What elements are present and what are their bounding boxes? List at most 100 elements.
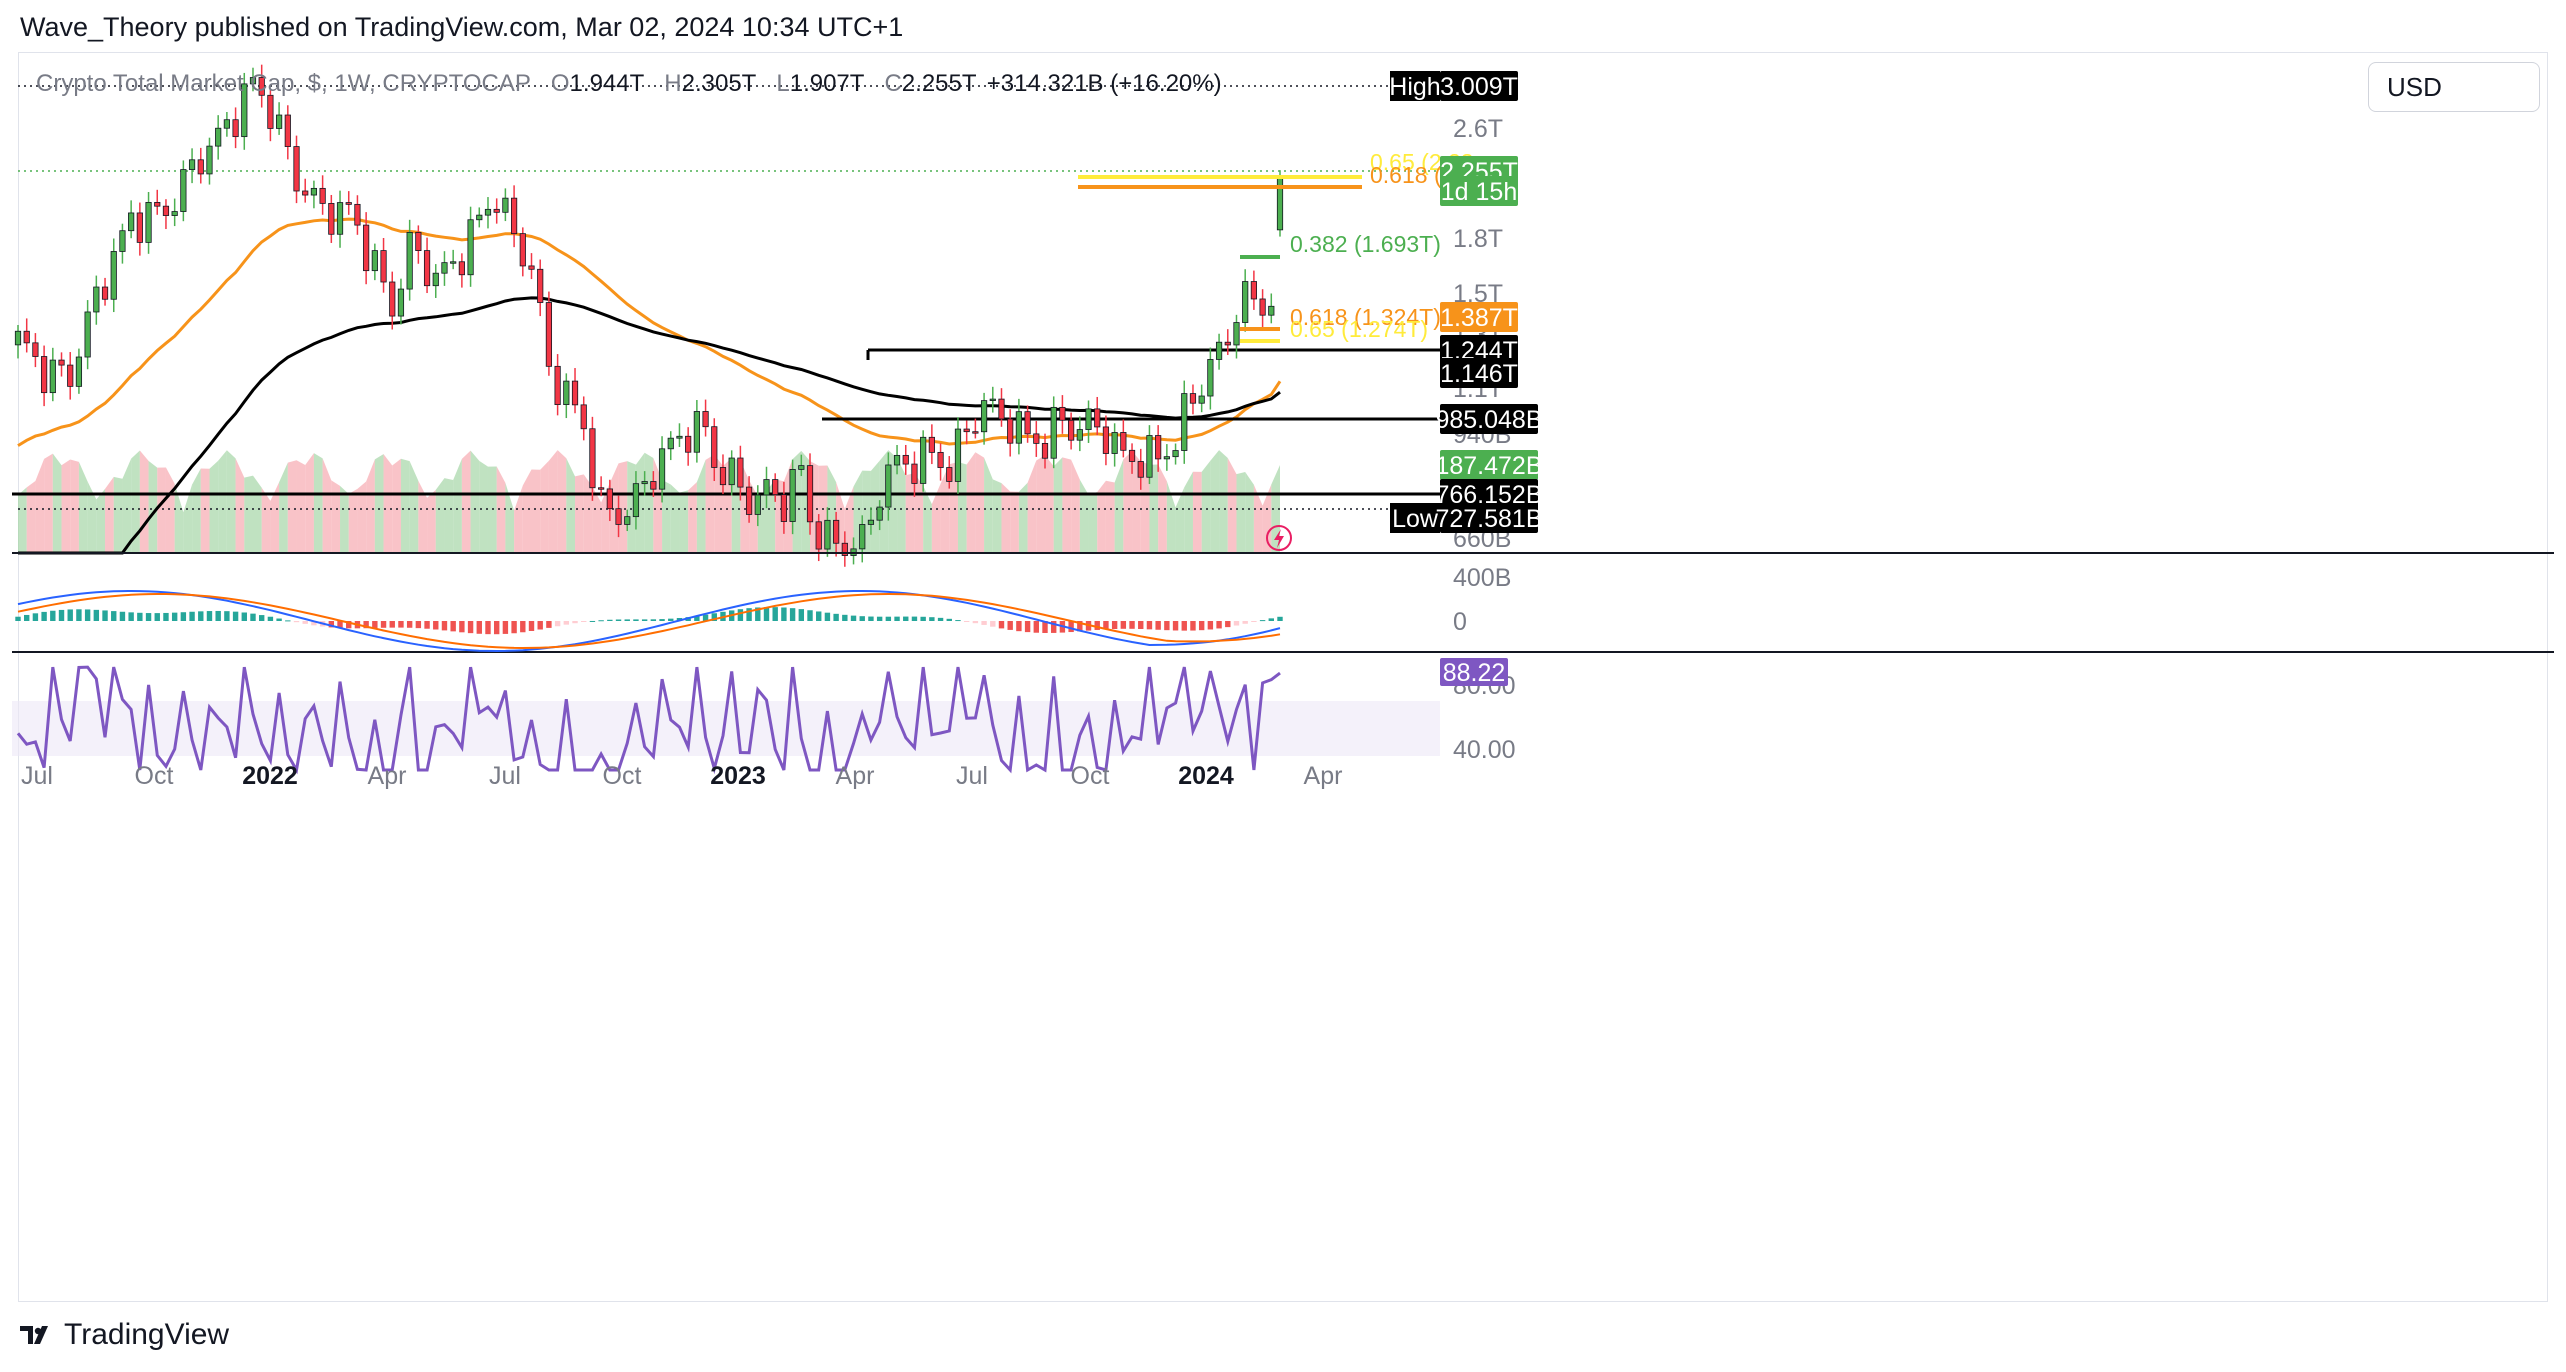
candle-body [93,286,100,313]
volume-segment [1105,480,1115,553]
time-tick-label: Apr [836,762,875,790]
candle-body [1007,418,1014,444]
candle-body [1189,393,1197,404]
rsi-pane [12,665,1440,775]
candle-body [110,251,117,300]
macd-histogram-bar [546,621,552,628]
open-value: 1.944T [569,70,645,97]
macd-histogram-bar [215,610,221,621]
volume-segment [35,458,45,553]
macd-histogram-bar [93,609,100,621]
candle-body [389,281,396,317]
volume-segment [548,450,558,553]
macd-histogram-bar [981,621,987,625]
volume-segment [44,453,53,553]
macd-histogram-bar [929,617,935,621]
high-label: H [664,70,682,97]
macd-histogram-bar [1068,621,1074,633]
lightning-icon[interactable] [1266,525,1292,551]
time-tick-label: Jul [489,762,521,790]
macd-histogram-bar [633,619,639,621]
volume-segment [122,458,132,553]
macd-histogram-bar [198,611,204,621]
candle-body [1137,461,1144,478]
symbol-name: Crypto Total Market Cap, $, 1W, CRYPTOCA… [36,70,531,97]
macd-histogram-bar [1051,621,1057,633]
brand-footer[interactable]: TradingView [20,1318,229,1352]
candle-body [1033,433,1040,444]
candle-body [284,114,291,147]
macd-histogram-bar [607,619,613,621]
volume-segment [148,460,158,553]
candle-body [1050,406,1057,459]
candle-body [859,524,866,550]
candle-body [554,365,561,406]
macd-histogram-bar [998,621,1005,629]
macd-histogram-bar [563,621,570,625]
candle-body [1120,432,1127,451]
macd-histogram-bar [250,613,256,621]
lightning-bolt-glyph [1274,529,1284,548]
macd-histogram-bar [485,621,491,635]
candle-body [641,481,648,485]
volume-segment [914,473,924,553]
candle-body [1085,408,1092,430]
volume-segment [261,487,271,553]
ema-black-line [18,296,1281,555]
macd-histogram-bar [241,612,247,621]
candle-body [676,435,683,439]
candle-body [824,519,831,550]
candle-body [1242,281,1249,323]
macd-histogram-bar [380,621,387,628]
volume-segment [1071,459,1080,553]
macd-histogram-bar [1024,621,1031,633]
currency-selector[interactable]: USD [2368,62,2540,112]
candle-body [302,190,309,196]
macd-histogram-bar [1198,621,1205,631]
candle-body [1224,341,1231,346]
macd-histogram-bar [668,618,674,621]
candle-body [528,265,535,270]
signal-line [17,592,1281,650]
volume-segment [696,459,706,553]
candle-body [484,208,492,216]
macd-histogram-bar [154,613,160,621]
badge-box [1440,358,1518,388]
macd-histogram-bar [641,619,648,621]
candle-body [1215,341,1223,360]
candle-body [136,212,143,243]
volume-segment [1201,460,1211,553]
candle-body [754,494,761,515]
volume-segment [984,457,993,553]
volume-segment [531,469,541,553]
macd-histogram-bar [389,621,395,628]
volume-segment [540,460,549,553]
candle-body [580,404,587,430]
candle-body [693,411,700,453]
macd-histogram-bar [285,620,291,622]
fib-label-0-382: 0.382 (1.693T) [1290,231,1441,257]
badge-box [1440,71,1518,101]
candle-body [119,230,126,252]
volume-segment [26,480,36,553]
volume-segment [418,480,428,553]
candle-body [928,436,935,453]
candle-body [885,464,892,508]
macd-histogram-bar [276,618,282,621]
macd-histogram-bar [267,616,274,621]
badge-value: 187.472B [1435,452,1542,480]
volume-segment [1053,457,1063,553]
candle-body [276,114,283,129]
badge-label: High [1389,73,1440,101]
volume-segment [435,478,445,553]
candle-body [972,431,979,434]
macd-histogram-bar [206,611,213,621]
volume-segment [514,485,523,553]
macd-histogram-bar [990,621,996,627]
macd-histogram-bar [137,612,143,621]
close-label: C [884,70,902,97]
candle-body [371,250,378,272]
macd-histogram-bar [441,621,448,631]
